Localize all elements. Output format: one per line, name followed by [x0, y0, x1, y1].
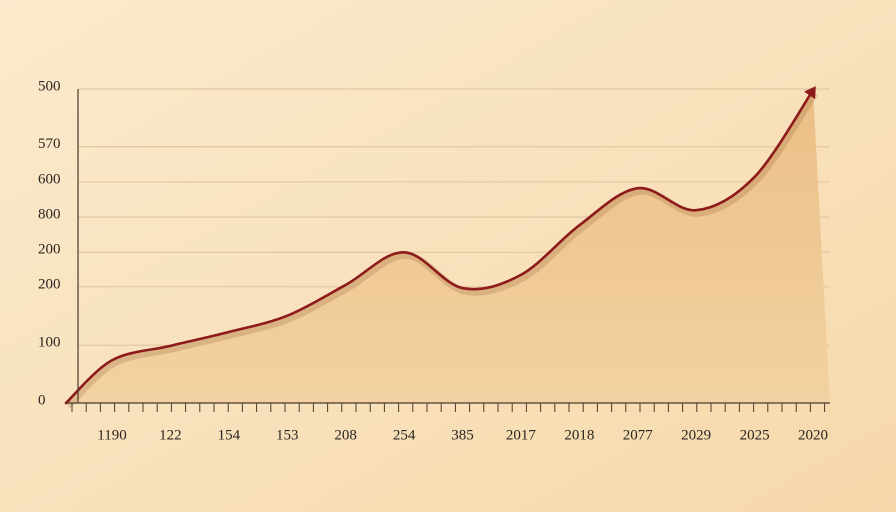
arrow-head	[804, 86, 816, 100]
y-tick-label: 600	[38, 171, 61, 187]
y-tick-label: 200	[38, 242, 61, 258]
x-tick-label: 154	[218, 427, 241, 443]
x-tick-label: 2017	[506, 427, 537, 443]
x-tick-label: 208	[334, 427, 357, 443]
y-tick-label: 800	[38, 207, 61, 223]
y-tick-label: 0	[38, 392, 46, 408]
line-shadow	[65, 91, 818, 409]
x-tick-label: 153	[276, 427, 299, 443]
x-tick-label: 2029	[681, 427, 711, 443]
x-tick-label: 1190	[97, 427, 126, 443]
line	[64, 88, 815, 405]
y-tick-label: 500	[38, 78, 61, 94]
x-tick-label: 254	[393, 427, 416, 443]
y-tick-label: 100	[38, 335, 61, 351]
x-tick-label: 2018	[564, 427, 594, 443]
y-tick-label: 200	[38, 276, 61, 292]
x-tick-label: 122	[159, 427, 182, 443]
x-tick-label: 2025	[740, 427, 770, 443]
x-tick-label: 2020	[798, 427, 828, 443]
y-tick-label: 570	[38, 136, 61, 152]
area	[66, 90, 830, 404]
x-tick-label: 385	[451, 427, 474, 443]
x-tick-label: 2077	[623, 427, 654, 443]
